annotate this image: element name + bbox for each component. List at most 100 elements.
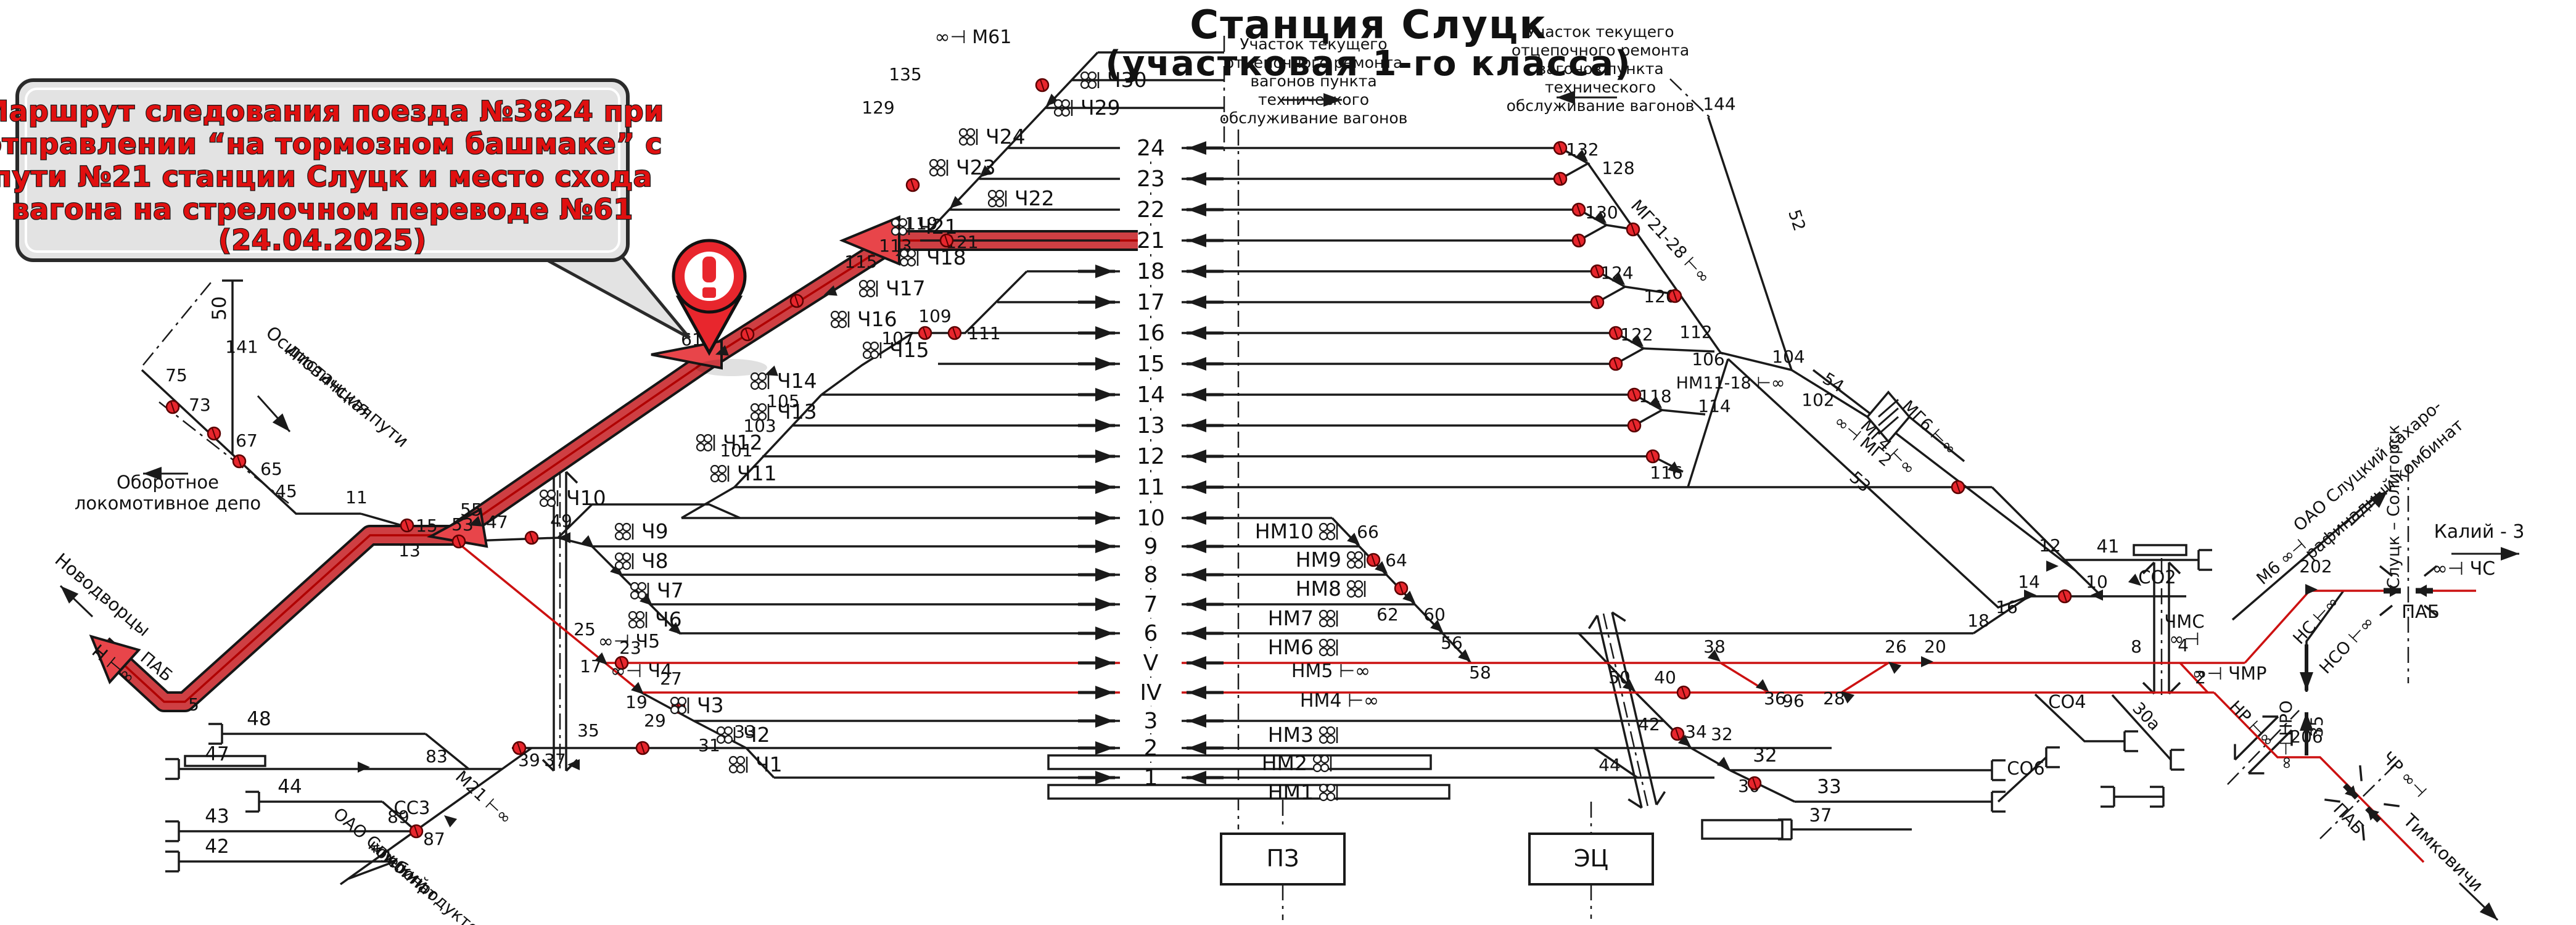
- switch-number: 12: [2039, 535, 2061, 556]
- switch-number: 112: [1679, 322, 1712, 342]
- switch-number: 60: [1423, 604, 1446, 625]
- track-line: [557, 503, 741, 539]
- signal-quad-icon: [1053, 107, 1063, 117]
- track-line: [2231, 491, 2382, 621]
- signal-quad-icon: [1326, 726, 1336, 736]
- signal-quad-icon: [858, 288, 868, 298]
- callout-line-3: пути №21 станции Слуцк и место схода: [0, 160, 652, 193]
- area-label: 48: [247, 708, 271, 730]
- switch-triangle-icon: [669, 622, 681, 635]
- area-label: Участок текущего: [1526, 23, 1674, 41]
- track-end-bracket: [245, 791, 260, 813]
- area-label: ∞⊣ Ч5: [598, 631, 660, 652]
- signal-label: НМ1: [1268, 780, 1314, 804]
- signal-quad-icon: [728, 764, 738, 774]
- switch-number: 141: [225, 337, 258, 357]
- signal-quad-icon: [1354, 588, 1364, 598]
- signal-quad-icon: [1087, 80, 1097, 89]
- switch-triangle-icon: [1707, 649, 1721, 662]
- building-label: ПЗ: [1267, 845, 1299, 872]
- area-label: 42: [205, 836, 229, 858]
- main-track-red-line: [2179, 662, 2209, 694]
- callout-tail: [541, 256, 691, 340]
- switch-triangle-icon: [950, 195, 963, 208]
- signal-quad-icon: [1354, 551, 1364, 561]
- area-label: хлебопродуктов: [368, 838, 490, 925]
- track-number: 15: [1137, 352, 1165, 377]
- route-arrow-head-icon: [89, 634, 141, 684]
- switch-number: 5: [188, 694, 199, 715]
- signal-label: Ч2: [743, 723, 770, 747]
- area-label: НМ11-18 ⊢∞: [1676, 374, 1785, 393]
- signal-quad-icon: [628, 610, 638, 620]
- signal-lamp-tick: [794, 295, 799, 307]
- signal-quad-icon: [929, 158, 939, 168]
- overpass-flare: [1627, 798, 1642, 809]
- track-arrow-head-icon: [1188, 357, 1206, 371]
- track-arrow-head-icon: [1188, 234, 1206, 247]
- track-line: [1812, 369, 2076, 572]
- area-label: 52: [1784, 207, 1809, 233]
- switch-number: 107: [881, 328, 914, 348]
- area-label: МГ21-28 ⊢∞: [1627, 196, 1714, 287]
- switch-number: 37: [544, 750, 566, 770]
- switch-number: 47: [486, 512, 508, 532]
- track-line: [348, 860, 395, 880]
- area-label: 37: [1809, 805, 1832, 826]
- signal-quad-icon: [622, 552, 632, 562]
- area-label: Участок текущего: [1240, 35, 1387, 53]
- signal-lamp-tick: [923, 327, 928, 339]
- switch-number: 115: [844, 252, 877, 272]
- switch-triangle-icon: [358, 762, 370, 773]
- pab-boundary-part: [2379, 565, 2438, 617]
- signal-quad-icon: [628, 619, 638, 629]
- track-line: [1991, 486, 2103, 598]
- track-arrow-head-icon: [1095, 714, 1114, 728]
- switch-triangle-icon: [1648, 396, 1662, 408]
- track-arrow-head-icon: [1188, 326, 1206, 340]
- track-number: 22: [1137, 197, 1165, 223]
- switch-triangle-icon: [1375, 561, 1388, 574]
- track-line: [2034, 693, 2125, 742]
- area-label: НС ⊢∞: [2289, 593, 2343, 648]
- signal-quad-icon: [614, 552, 624, 562]
- station-title-line1: Станция Слуцк: [1190, 2, 1547, 48]
- signal-quad-icon: [898, 226, 908, 236]
- switch-triangle-icon: [1888, 662, 1902, 674]
- signal-quad-icon: [622, 522, 632, 532]
- signal-label: Ч23: [956, 155, 996, 179]
- axis-dashdot-line: [158, 401, 289, 504]
- main-track-red-line: [456, 541, 643, 694]
- signal-label: НМ9: [1296, 548, 1341, 572]
- switch-number: 32: [1711, 724, 1733, 744]
- switch-triangle-icon: [715, 345, 729, 356]
- track-number: 7: [1144, 592, 1158, 617]
- track-arrow-head-icon: [1188, 686, 1206, 699]
- switch-number: 58: [1469, 662, 1491, 683]
- track-arrow-head-icon: [1095, 598, 1114, 611]
- diamond-hatch: [1878, 407, 1899, 427]
- track-arrow-head-icon: [1188, 627, 1206, 640]
- switch-number: 34: [1685, 722, 1707, 742]
- signal-lamp-tick: [170, 401, 175, 413]
- area-label: НМ4 ⊢∞: [1300, 690, 1379, 712]
- signal-quad-icon: [830, 319, 840, 329]
- track-number: 9: [1144, 534, 1158, 559]
- signal-label: Ч10: [566, 486, 606, 510]
- signal-quad-icon: [703, 442, 713, 452]
- switch-number: 56: [1441, 633, 1463, 653]
- signal-quad-icon: [958, 136, 968, 146]
- signal-lamp-tick: [1675, 728, 1680, 740]
- signal-quad-icon: [1354, 559, 1364, 569]
- axis-dashdot-line: [1602, 613, 1649, 807]
- track-end-bracket: [2101, 786, 2115, 808]
- switch-triangle-icon: [1347, 532, 1360, 545]
- switch-number: 114: [1698, 396, 1730, 416]
- area-label: отцепочного ремонта: [1225, 54, 1402, 72]
- area-label: обслуживание вагонов: [1220, 109, 1408, 127]
- area-label: СО2: [2138, 567, 2176, 588]
- track-arrow-head-icon: [1095, 771, 1114, 784]
- pab-boundary-part: [2416, 585, 2427, 597]
- signal-quad-icon: [936, 167, 946, 177]
